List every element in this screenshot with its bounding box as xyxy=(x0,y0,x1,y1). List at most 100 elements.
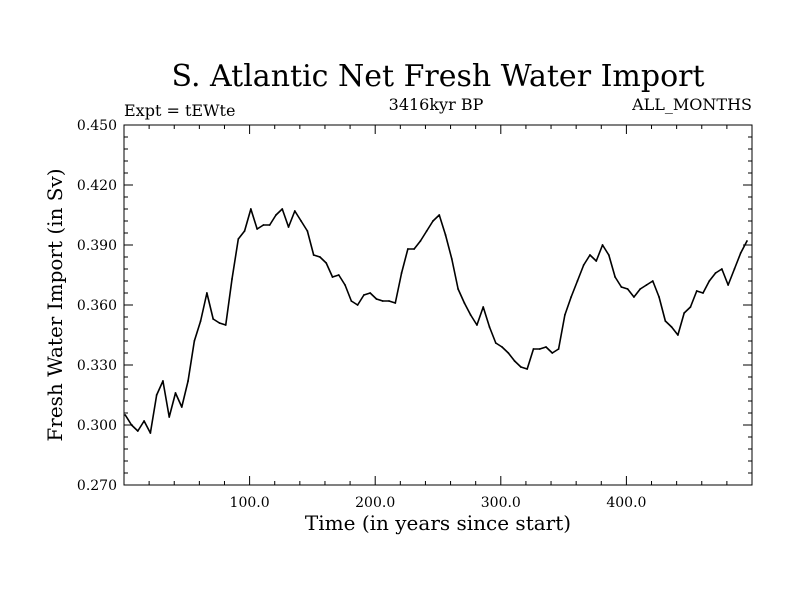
x-tick-label: 200.0 xyxy=(355,495,395,511)
data-point xyxy=(469,314,472,316)
y-tick-label: 0.390 xyxy=(77,238,117,254)
data-point xyxy=(249,208,252,210)
data-point xyxy=(582,264,585,266)
x-tick-label: 300.0 xyxy=(481,495,521,511)
data-point xyxy=(168,416,171,418)
data-point xyxy=(306,230,309,232)
data-point xyxy=(633,296,635,298)
data-point xyxy=(658,296,660,298)
data-point xyxy=(457,288,459,290)
data-point xyxy=(162,380,164,382)
data-point xyxy=(136,430,139,432)
plot-frame xyxy=(123,124,753,486)
data-point xyxy=(708,280,711,282)
data-point xyxy=(193,340,196,342)
data-point xyxy=(413,248,416,250)
data-point xyxy=(432,220,434,222)
data-point xyxy=(155,394,158,396)
data-point xyxy=(519,366,522,368)
data-point xyxy=(626,288,629,290)
data-point xyxy=(130,424,133,426)
data-point xyxy=(614,276,616,278)
data-point xyxy=(124,414,127,416)
data-point xyxy=(494,342,497,344)
data-point xyxy=(607,254,610,256)
data-point xyxy=(394,302,397,304)
data-point xyxy=(212,318,215,320)
data-point xyxy=(639,288,642,290)
y-tick-label: 0.330 xyxy=(77,358,117,374)
x-axis-label: Time (in years since start) xyxy=(305,511,571,535)
data-point xyxy=(218,322,221,324)
data-point xyxy=(174,392,177,394)
y-tick-label: 0.420 xyxy=(77,178,117,194)
data-point xyxy=(205,292,208,294)
data-point xyxy=(727,284,730,286)
data-point xyxy=(645,284,648,286)
data-point xyxy=(187,380,189,382)
data-point xyxy=(344,284,346,286)
data-point xyxy=(281,208,284,210)
data-point xyxy=(739,252,742,254)
axis-ticks: 0.270 0.300 0.330 0.360 0.390 0.420 0.450 100.0… xyxy=(77,118,752,511)
data-point xyxy=(425,230,428,232)
data-point xyxy=(664,320,667,322)
months-annotation: ALL_MONTHS xyxy=(631,95,752,114)
data-point xyxy=(199,320,202,322)
data-point xyxy=(275,214,277,216)
data-point xyxy=(369,292,372,294)
data-point xyxy=(746,240,748,242)
y-tick-label: 0.450 xyxy=(77,118,117,134)
data-point xyxy=(702,292,704,294)
data-point xyxy=(538,348,541,350)
data-point xyxy=(438,214,441,216)
data-point xyxy=(545,346,547,348)
data-point xyxy=(243,230,246,232)
data-point xyxy=(331,276,334,278)
data-point xyxy=(312,254,315,256)
data-point xyxy=(651,280,654,282)
chart-subtitle: 3416kyr BP xyxy=(389,95,484,114)
data-point xyxy=(463,302,466,304)
data-point xyxy=(375,298,378,300)
data-point xyxy=(325,262,328,264)
data-point xyxy=(513,360,516,362)
data-point xyxy=(689,306,692,308)
data-point xyxy=(237,238,240,240)
data-point xyxy=(419,240,422,242)
data-point xyxy=(381,300,384,302)
data-point xyxy=(695,290,698,292)
data-point xyxy=(406,248,409,250)
y-tick-label: 0.360 xyxy=(77,298,117,314)
data-point xyxy=(231,278,233,280)
data-point xyxy=(337,274,340,276)
data-point xyxy=(683,312,686,314)
data-point xyxy=(143,420,145,422)
x-tick-label: 100.0 xyxy=(230,495,270,511)
data-point xyxy=(287,226,290,228)
data-point xyxy=(733,268,736,270)
series-line xyxy=(124,208,748,434)
y-axis-label: Fresh Water Import (in Sv) xyxy=(43,168,67,441)
data-point xyxy=(224,324,227,326)
data-series xyxy=(124,208,748,434)
data-point xyxy=(620,286,623,288)
data-point xyxy=(532,348,535,350)
data-point xyxy=(576,280,579,282)
data-point xyxy=(557,348,560,350)
data-point xyxy=(601,244,604,246)
data-point xyxy=(149,432,152,434)
experiment-annotation: Expt = tEWte xyxy=(124,101,235,120)
data-point xyxy=(501,346,503,348)
data-point xyxy=(388,300,390,302)
y-tick-label: 0.270 xyxy=(77,478,117,494)
data-point xyxy=(676,334,679,336)
data-point xyxy=(356,304,359,306)
data-point xyxy=(293,210,296,212)
data-point xyxy=(526,368,529,370)
data-point xyxy=(482,306,485,308)
chart-title: S. Atlantic Net Fresh Water Import xyxy=(171,59,704,94)
x-tick-label: 400.0 xyxy=(606,495,646,511)
y-tick-label: 0.300 xyxy=(77,418,117,434)
data-point xyxy=(476,324,478,326)
